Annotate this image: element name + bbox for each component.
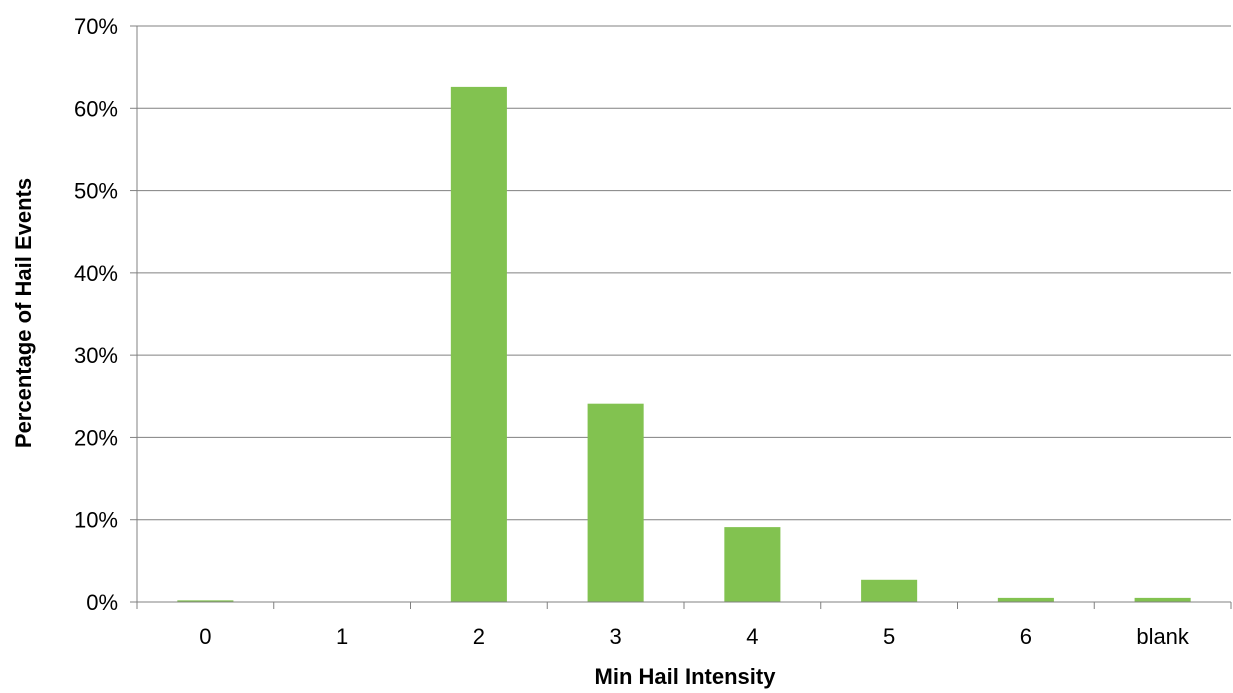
gridlines	[137, 25, 1231, 521]
y-tick-label: 20%	[74, 425, 118, 450]
y-tick-label: 70%	[74, 14, 118, 39]
bar-blank	[1134, 597, 1191, 602]
y-tick-label: 0%	[86, 590, 118, 615]
bar-6	[997, 597, 1054, 602]
bar-0	[177, 600, 234, 602]
y-tick-label: 50%	[74, 179, 118, 204]
bar-3	[587, 403, 644, 602]
bars	[177, 86, 1191, 603]
axes	[130, 25, 1232, 609]
y-tick-label: 60%	[74, 96, 118, 121]
y-axis-title: Percentage of Hail Events	[11, 178, 36, 448]
y-tick-labels: 0% 10% 20% 30% 40% 50% 60% 70%	[74, 14, 118, 615]
bar-5	[861, 579, 918, 602]
x-tick-label: 4	[746, 624, 758, 649]
x-axis-title: Min Hail Intensity	[595, 664, 777, 689]
y-tick-label: 30%	[74, 343, 118, 368]
x-tick-label: 5	[883, 624, 895, 649]
bar-2	[450, 86, 507, 603]
x-tick-labels: 0 1 2 3 4 5 6 blank	[199, 624, 1190, 649]
x-tick-label: blank	[1136, 624, 1190, 649]
x-tick-label: 3	[610, 624, 622, 649]
x-tick-label: 0	[199, 624, 211, 649]
x-tick-label: 2	[473, 624, 485, 649]
y-tick-label: 10%	[74, 508, 118, 533]
x-tick-label: 1	[336, 624, 348, 649]
y-tick-label: 40%	[74, 261, 118, 286]
x-tick-label: 6	[1020, 624, 1032, 649]
bar-4	[724, 527, 781, 602]
